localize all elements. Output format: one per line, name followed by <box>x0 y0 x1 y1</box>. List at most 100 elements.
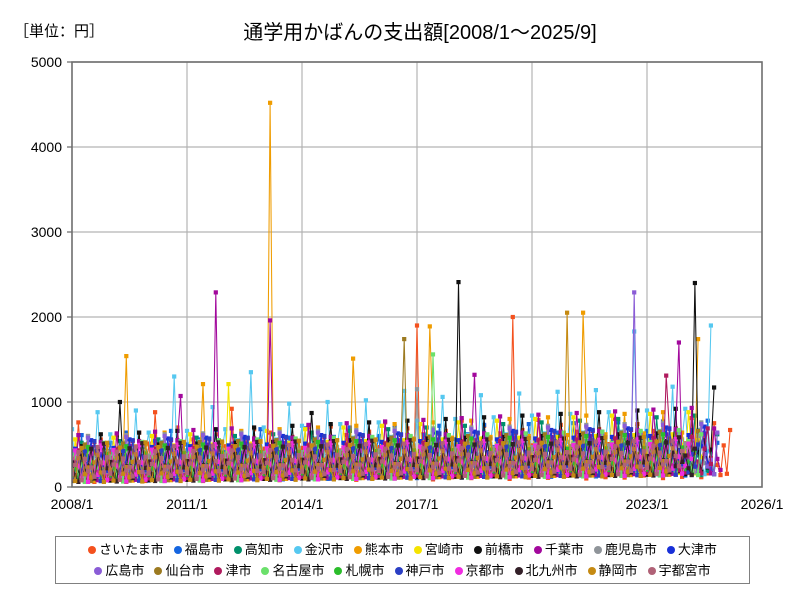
series-marker <box>367 429 372 434</box>
legend-item-宮崎市[interactable]: 宮崎市 <box>413 543 464 556</box>
series-marker <box>446 466 451 471</box>
series-marker <box>581 451 586 456</box>
series-marker <box>149 444 154 450</box>
series-marker <box>328 434 333 439</box>
series-marker <box>172 451 177 456</box>
series-marker <box>625 426 630 431</box>
series-marker <box>236 455 241 460</box>
legend-item-大津市[interactable]: 大津市 <box>666 543 717 556</box>
series-marker <box>526 422 531 427</box>
legend-item-北九州市[interactable]: 北九州市 <box>514 564 578 577</box>
legend-item-高知市[interactable]: 高知市 <box>233 543 284 556</box>
legend-item-宇都宮市[interactable]: 宇都宮市 <box>647 564 711 577</box>
series-marker <box>555 451 560 456</box>
series-marker <box>153 468 158 473</box>
series-marker <box>680 459 685 464</box>
series-marker <box>686 470 691 475</box>
series-marker <box>347 475 352 480</box>
series-marker <box>303 470 308 475</box>
series-marker <box>482 459 487 464</box>
series-marker <box>239 478 244 483</box>
series-marker <box>597 458 602 463</box>
series-marker <box>558 411 563 416</box>
series-marker <box>670 438 675 443</box>
series-marker <box>702 438 707 443</box>
series-marker <box>351 446 356 451</box>
legend-item-さいたま市[interactable]: さいたま市 <box>88 543 164 556</box>
series-marker <box>597 428 602 433</box>
series-marker <box>443 439 448 444</box>
legend-item-熊本市[interactable]: 熊本市 <box>353 543 404 556</box>
series-marker <box>101 454 106 459</box>
series-marker <box>306 466 311 471</box>
legend-item-広島市[interactable]: 広島市 <box>94 564 144 577</box>
series-marker <box>712 472 717 477</box>
series-marker <box>89 438 94 443</box>
legend-item-仙台市[interactable]: 仙台市 <box>154 564 204 577</box>
series-marker <box>175 459 180 464</box>
series-marker <box>689 427 694 433</box>
series-marker <box>277 471 282 476</box>
legend-item-津市[interactable]: 津市 <box>214 564 251 577</box>
series-marker <box>383 471 388 476</box>
series-marker <box>108 467 113 472</box>
series-marker <box>299 465 305 470</box>
series-marker <box>622 459 627 464</box>
series-marker <box>351 469 356 474</box>
series-marker <box>175 438 180 443</box>
legend-item-前橋市[interactable]: 前橋市 <box>473 543 524 556</box>
series-marker <box>188 444 193 449</box>
series-marker <box>606 471 611 476</box>
series-marker <box>165 456 170 461</box>
series-marker <box>510 470 515 476</box>
series-marker <box>702 461 707 466</box>
series-marker <box>137 472 142 477</box>
series-marker <box>392 450 397 456</box>
series-marker <box>274 477 279 482</box>
series-marker <box>513 453 519 458</box>
series-marker <box>430 470 436 475</box>
x-axis-tick-label: 2026/1 <box>741 496 784 512</box>
series-marker <box>501 448 506 453</box>
series-marker <box>370 451 375 456</box>
series-marker <box>568 471 573 476</box>
series-marker <box>398 442 404 447</box>
legend-item-神戸市[interactable]: 神戸市 <box>394 564 445 577</box>
series-marker <box>386 467 391 473</box>
series-宇都宮市[interactable] <box>70 438 685 483</box>
series-marker <box>638 448 643 453</box>
series-marker <box>290 435 295 440</box>
series-marker <box>172 477 177 482</box>
series-marker <box>466 433 471 439</box>
series-静岡市[interactable] <box>70 310 675 484</box>
series-marker <box>79 453 84 458</box>
series-marker <box>153 449 158 454</box>
series-marker <box>472 372 477 377</box>
series-marker <box>421 470 426 476</box>
series-marker <box>644 465 650 470</box>
legend-item-京都市[interactable]: 京都市 <box>454 564 505 577</box>
series-marker <box>686 433 691 438</box>
series-marker <box>319 449 324 454</box>
legend-item-鹿児島市[interactable]: 鹿児島市 <box>593 543 657 556</box>
legend-item-千葉市[interactable]: 千葉市 <box>533 543 584 556</box>
series-marker <box>290 468 295 473</box>
series-marker <box>159 456 164 461</box>
series-marker <box>696 450 701 455</box>
series-marker <box>376 433 381 439</box>
series-marker <box>482 466 487 471</box>
series-marker <box>296 453 301 458</box>
series-marker <box>114 455 119 460</box>
series-marker <box>459 416 464 421</box>
series-marker <box>590 427 595 433</box>
legend-item-札幌市[interactable]: 札幌市 <box>334 564 385 577</box>
series-marker <box>325 450 330 455</box>
legend-item-名古屋市[interactable]: 名古屋市 <box>261 564 324 577</box>
series-marker <box>363 462 368 467</box>
legend-item-福島市[interactable]: 福島市 <box>173 543 224 556</box>
legend-item-静岡市[interactable]: 静岡市 <box>587 564 638 577</box>
series-marker <box>277 440 282 445</box>
series-marker <box>523 431 528 436</box>
series-marker <box>542 451 547 456</box>
legend-item-金沢市[interactable]: 金沢市 <box>293 543 344 556</box>
